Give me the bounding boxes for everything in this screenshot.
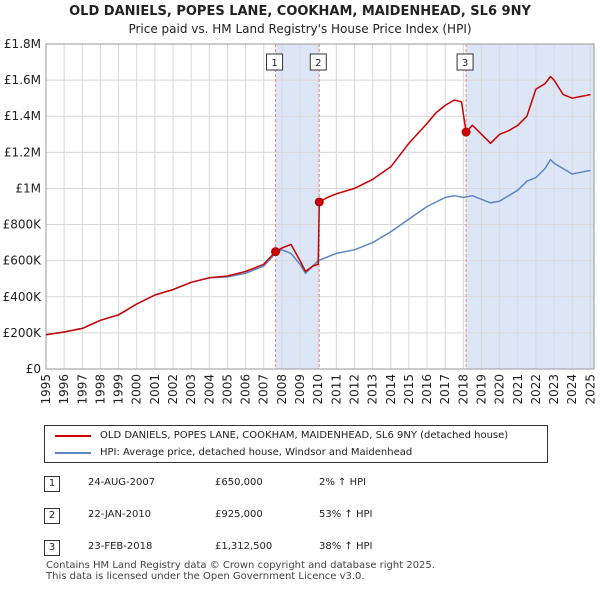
footer: Contains HM Land Registry data © Crown c… xyxy=(46,560,435,582)
chart-title: OLD DANIELS, POPES LANE, COOKHAM, MAIDEN… xyxy=(69,4,531,19)
x-tick-label: 2018 xyxy=(456,374,470,405)
y-tick-label: £1.4M xyxy=(4,109,41,123)
x-tick-label: 2013 xyxy=(366,374,380,405)
x-tick-label: 2001 xyxy=(148,374,162,405)
sale-price: £925,000 xyxy=(215,509,263,520)
x-tick-label: 2005 xyxy=(220,374,234,405)
x-tick-label: 2024 xyxy=(565,374,579,405)
x-tick-label: 2000 xyxy=(130,374,144,405)
x-tick-label: 2011 xyxy=(329,374,343,405)
sale-row: 1 24-AUG-2007 £650,000 2% ↑ HPI xyxy=(44,473,564,496)
sale-date: 23-FEB-2018 xyxy=(88,541,153,552)
legend-property-line xyxy=(55,435,91,437)
footer-copyright: Contains HM Land Registry data © Crown c… xyxy=(46,560,435,571)
sale-row: 2 22-JAN-2010 £925,000 53% ↑ HPI xyxy=(44,505,564,528)
legend-property-label: OLD DANIELS, POPES LANE, COOKHAM, MAIDEN… xyxy=(100,430,509,441)
y-tick-label: £0 xyxy=(26,362,41,376)
x-tick-label: 2020 xyxy=(493,374,507,405)
shaded-region xyxy=(466,44,594,369)
x-tick-label: 2017 xyxy=(438,374,452,405)
legend-item-hpi: HPI: Average price, detached house, Wind… xyxy=(45,445,547,461)
x-tick-label: 2025 xyxy=(583,374,597,405)
x-tick-label: 1999 xyxy=(112,374,126,405)
sale-number-label: 1 xyxy=(271,58,277,69)
sale-hpi-change: 53% ↑ HPI xyxy=(319,509,373,520)
sales-table: 1 24-AUG-2007 £650,000 2% ↑ HPI 2 22-JAN… xyxy=(44,473,564,569)
sale-price: £1,312,500 xyxy=(215,541,273,552)
x-tick-label: 2014 xyxy=(384,374,398,405)
plot-border xyxy=(45,43,595,370)
property-price-line xyxy=(45,75,591,336)
y-tick-label: £800K xyxy=(3,218,43,232)
legend-item-property: OLD DANIELS, POPES LANE, COOKHAM, MAIDEN… xyxy=(45,428,547,444)
sale-hpi-change: 38% ↑ HPI xyxy=(319,541,373,552)
sale-number-marker: 1 xyxy=(44,476,60,492)
x-tick-label: 2008 xyxy=(275,374,289,405)
x-tick-label: 2009 xyxy=(293,374,307,405)
x-tick-label: 1998 xyxy=(93,374,107,405)
price-chart: £0 £200K £400K £600K £800K £1M £1.2M £1.4M £1.6M… xyxy=(3,37,598,405)
x-tick-label: 1995 xyxy=(39,374,53,405)
sale-date: 24-AUG-2007 xyxy=(88,477,156,488)
x-tick-label: 1997 xyxy=(75,374,89,405)
x-tick-label: 2012 xyxy=(347,374,361,405)
sale-number-box xyxy=(266,53,284,71)
x-tick-label: 2023 xyxy=(547,374,561,405)
y-tick-label: £200K xyxy=(3,326,43,340)
sale-number-marker: 2 xyxy=(44,508,60,524)
sale-point xyxy=(271,247,281,257)
sale-point xyxy=(314,197,324,207)
x-tick-label: 2022 xyxy=(529,374,543,405)
x-tick-label: 2004 xyxy=(202,374,216,405)
x-tick-label: 2019 xyxy=(474,374,488,405)
x-tick-label: 2021 xyxy=(511,374,525,405)
shaded-region xyxy=(275,44,320,369)
sale-date: 22-JAN-2010 xyxy=(88,509,152,520)
legend: OLD DANIELS, POPES LANE, COOKHAM, MAIDEN… xyxy=(44,425,548,463)
x-tick-label: 2002 xyxy=(166,374,180,405)
sale-number-marker: 3 xyxy=(44,540,60,556)
y-tick-label: £1.6M xyxy=(4,73,41,87)
sale-number-box xyxy=(456,53,474,71)
sale-price: £650,000 xyxy=(215,477,263,488)
x-tick-label: 1996 xyxy=(57,374,71,405)
legend-hpi-line xyxy=(55,452,91,454)
sale-hpi-change: 2% ↑ HPI xyxy=(319,477,367,488)
sale-row: 3 23-FEB-2018 £1,312,500 38% ↑ HPI xyxy=(44,537,564,560)
x-tick-label: 2016 xyxy=(420,374,434,405)
y-tick-label: £1M xyxy=(15,181,41,195)
x-tick-label: 2003 xyxy=(184,374,198,405)
footer-licence: This data is licensed under the Open Gov… xyxy=(46,571,365,582)
sale-number-label: 2 xyxy=(315,58,321,69)
chart-subtitle: Price paid vs. HM Land Registry's House … xyxy=(128,22,472,36)
sale-point xyxy=(461,127,471,137)
y-tick-label: £1.8M xyxy=(4,37,41,51)
y-tick-label: £600K xyxy=(3,254,43,268)
x-tick-label: 2015 xyxy=(402,374,416,405)
x-tick-label: 2010 xyxy=(311,374,325,405)
legend-hpi-label: HPI: Average price, detached house, Wind… xyxy=(100,447,413,458)
y-tick-label: £1.2M xyxy=(4,145,41,159)
x-tick-label: 2006 xyxy=(239,374,253,405)
sale-number-label: 3 xyxy=(462,58,468,69)
sale-number-box xyxy=(309,53,327,71)
y-tick-label: £400K xyxy=(3,290,43,304)
x-tick-label: 2007 xyxy=(257,374,271,405)
